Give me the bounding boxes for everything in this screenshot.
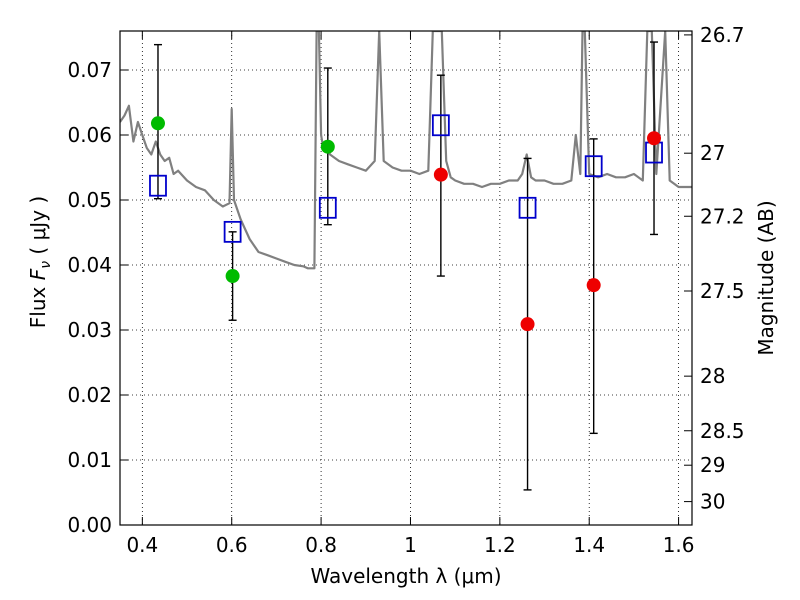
y-tick-label: 0.04	[67, 253, 112, 277]
x-axis-title: Wavelength λ (μm)	[310, 564, 501, 588]
y-axis-title-lead: Flux	[26, 280, 50, 328]
data-layer	[120, 31, 692, 270]
observed-point-marker	[320, 139, 335, 154]
right-tick-label: 26.7	[700, 23, 745, 47]
y-axis-title-unit: ( μJy )	[26, 196, 50, 261]
right-tick-label: 27	[700, 141, 725, 165]
observed-point-marker	[150, 116, 165, 131]
right-tick-label: 27.2	[700, 204, 745, 228]
observed-point-marker	[647, 131, 662, 146]
y-tick-label: 0.01	[67, 448, 112, 472]
observed-point-marker	[520, 317, 535, 332]
y-tick-label: 0.05	[67, 188, 112, 212]
model-square-marker	[223, 220, 242, 243]
observed-point-marker	[433, 167, 448, 182]
x-tick-label: 0.6	[216, 533, 248, 557]
spectrum-line	[120, 31, 692, 270]
errorbar-layer	[153, 41, 659, 491]
right-tick-label: 28.5	[700, 419, 745, 443]
x-tick-label: 0.8	[305, 533, 337, 557]
right-tick-label: 30	[700, 490, 725, 514]
y-tick-label: 0.02	[67, 383, 112, 407]
y-tick-label: 0.07	[67, 58, 112, 82]
model-square-marker	[318, 196, 337, 219]
x-tick-label: 1.2	[484, 533, 516, 557]
grid-lines	[120, 31, 692, 526]
x-tick-label: 1	[404, 533, 417, 557]
model-square-marker	[149, 174, 167, 197]
model-square-marker	[518, 196, 537, 219]
x-tick-label: 1.6	[663, 533, 695, 557]
y-axis-title-symbol: F	[26, 268, 50, 280]
y-tick-label: 0.03	[67, 318, 112, 342]
right-tick-label: 27.5	[700, 279, 745, 303]
y-axis-title: Flux Fν ( μJy )	[26, 196, 54, 328]
right-axis-title: Magnitude (AB)	[754, 200, 778, 355]
x-tick-label: 0.4	[126, 533, 158, 557]
marker-layer	[149, 114, 663, 332]
x-tick-label: 1.4	[573, 533, 605, 557]
plot-frame	[119, 30, 693, 526]
y-tick-label: 0.00	[67, 513, 112, 537]
model-square-marker	[584, 155, 603, 178]
model-square-marker	[431, 114, 450, 137]
observed-point-marker	[586, 278, 601, 293]
y-axis-title-subscript: ν	[38, 261, 54, 269]
right-tick-label: 28	[700, 364, 725, 388]
observed-point-marker	[225, 269, 240, 284]
tick-layer: 0.4 0.6 0.8 1 1.2 1.4 1.6 0.00 0.01 0.02 0.03 0.04 0…	[67, 23, 744, 557]
y-tick-label: 0.06	[67, 123, 112, 147]
right-tick-label: 29	[700, 453, 725, 477]
